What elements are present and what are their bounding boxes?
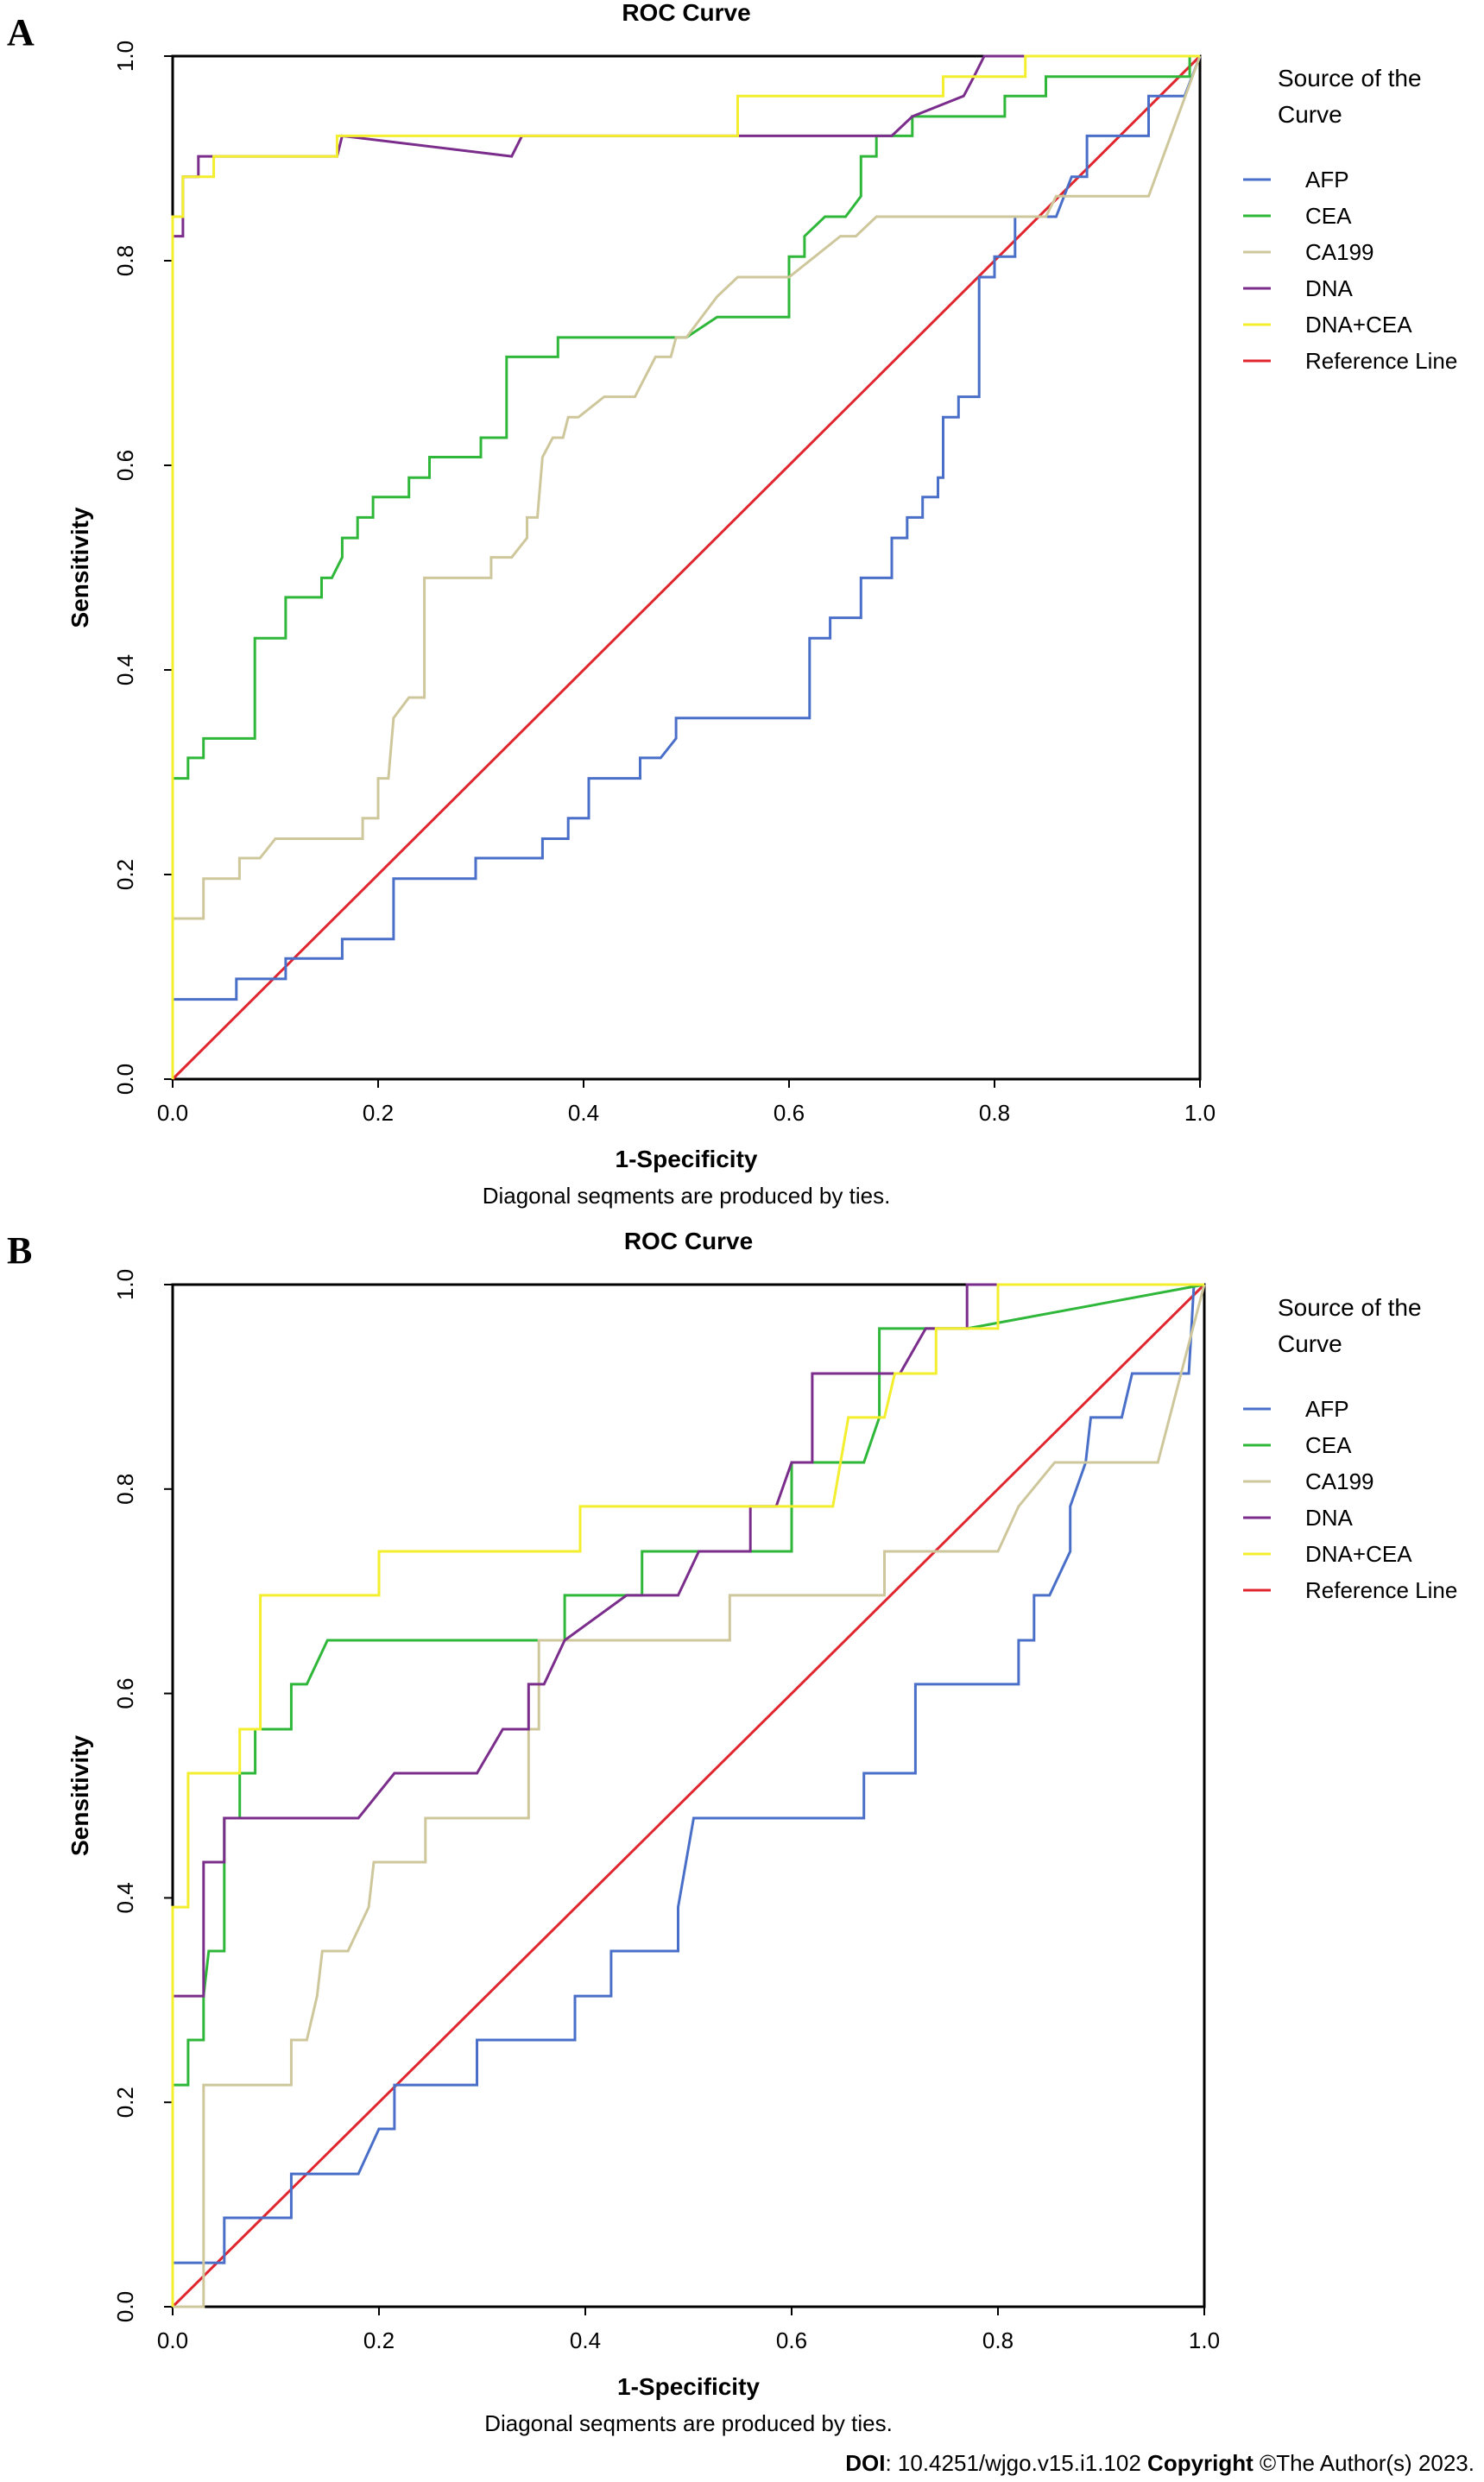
panel-a-footnote: Diagonal seqments are produced by ties. (483, 1183, 891, 1209)
panel-a-y-tick-label: 0.2 (112, 859, 138, 890)
panel-b-legend-label-ca199: CA199 (1305, 1468, 1374, 1494)
panel-a-x-tick-label: 0.0 (157, 1100, 188, 1126)
panel-b-y-tick-label: 0.0 (112, 2291, 138, 2322)
panel-b-series-ca199 (173, 1284, 1206, 2308)
panel-a-series-ca199 (171, 55, 1202, 1079)
panel-b-series-dna (171, 1283, 1204, 2307)
panel-a-legend-label-dna-cea: DNA+CEA (1305, 312, 1412, 338)
panel-b-x-tick-label: 0.0 (157, 2327, 188, 2353)
panel-a-y-tick-label: 0.8 (112, 245, 138, 276)
panel-b-series-cea (171, 1283, 1205, 2307)
panel-b-y-tick-label: 1.0 (112, 1269, 138, 1300)
panel-b-x-tick-label: 0.2 (363, 2327, 395, 2353)
panel-a-title: ROC Curve (622, 0, 750, 26)
panel-a-y-tick-label: 1.0 (112, 41, 138, 72)
panel-b-letter: B (7, 1229, 32, 1272)
panel-b-series-dna-cea (171, 1283, 1204, 2307)
panel-a-x-tick-label: 0.8 (979, 1100, 1010, 1126)
panel-b-legend-label-cea: CEA (1305, 1432, 1352, 1458)
panel-b-legend-label-dna-cea: DNA+CEA (1305, 1541, 1412, 1567)
panel-b-x-tick-label: 1.0 (1189, 2327, 1220, 2353)
panel-b-footnote: Diagonal seqments are produced by ties. (484, 2410, 893, 2436)
panel-a-series-afp (171, 55, 1202, 1079)
panel-b-series-reference-line (171, 1283, 1206, 2308)
panel-a-y-tick-label: 0.6 (112, 450, 138, 481)
panel-a-legend-title: Source of the Curve (1278, 65, 1422, 128)
panel-b-legend-label-dna: DNA (1305, 1505, 1354, 1531)
panel-b-legend-label-reference-line: Reference Line (1305, 1577, 1457, 1603)
panel-b-y-axis-title: Sensitivity (66, 1735, 93, 1856)
panel-b-chart: B ROC Curve 0.0 0.2 0.4 0.6 0.8 1.0 0.0 0.2 0.4 0.6… (7, 1228, 1457, 2436)
panel-a-series-cea (171, 54, 1200, 1079)
panel-b-y-tick-label: 0.6 (112, 1678, 138, 1709)
panel-a-series-dna-cea (171, 54, 1200, 1079)
panel-a-series-reference-line (171, 54, 1202, 1081)
panel-b-plot-frame (171, 1283, 1206, 2308)
panel-a-chart: A ROC Curve 0.0 0.2 0.4 0.6 0.8 1.0 0.0 0.2 0.4 0.6… (7, 0, 1457, 1209)
panel-a-legend-label-reference-line: Reference Line (1305, 348, 1457, 374)
panel-a-y-tick-label: 0.0 (112, 1064, 138, 1095)
panel-a-x-tick-label: 1.0 (1184, 1100, 1216, 1126)
panel-b-title: ROC Curve (624, 1228, 753, 1254)
panel-b-y-tick-label: 0.4 (112, 1882, 138, 1913)
panel-a-legend-label-afp: AFP (1305, 167, 1349, 193)
panel-a-legend-label-cea: CEA (1305, 203, 1352, 229)
panel-b-x-tick-label: 0.4 (570, 2327, 601, 2353)
panel-b-x-axis-title: 1-Specificity (617, 2373, 760, 2400)
panel-a-y-tick-label: 0.4 (112, 654, 138, 685)
footer-doi: DOI: 10.4251/wjgo.v15.i1.102 Copyright ©… (845, 2450, 1475, 2476)
panel-a-legend-label-dna: DNA (1305, 275, 1354, 301)
panel-b-y-tick-label: 0.2 (112, 2087, 138, 2118)
panel-a-letter: A (7, 11, 35, 54)
panel-b-legend-title: Source of the Curve (1278, 1294, 1422, 1357)
panel-b-x-tick-label: 0.8 (982, 2327, 1014, 2353)
panel-a-y-axis-title: Sensitivity (66, 507, 93, 628)
panel-a-x-tick-label: 0.2 (363, 1100, 394, 1126)
panel-a-x-tick-label: 0.4 (568, 1100, 599, 1126)
panel-b-x-tick-label: 0.6 (776, 2327, 807, 2353)
panel-a-x-tick-label: 0.6 (774, 1100, 805, 1126)
panel-b-y-tick-label: 0.8 (112, 1474, 138, 1505)
panel-a-legend-label-ca199: CA199 (1305, 239, 1374, 265)
panel-a-x-axis-title: 1-Specificity (616, 1146, 758, 1172)
panel-b-legend-label-afp: AFP (1305, 1396, 1349, 1422)
